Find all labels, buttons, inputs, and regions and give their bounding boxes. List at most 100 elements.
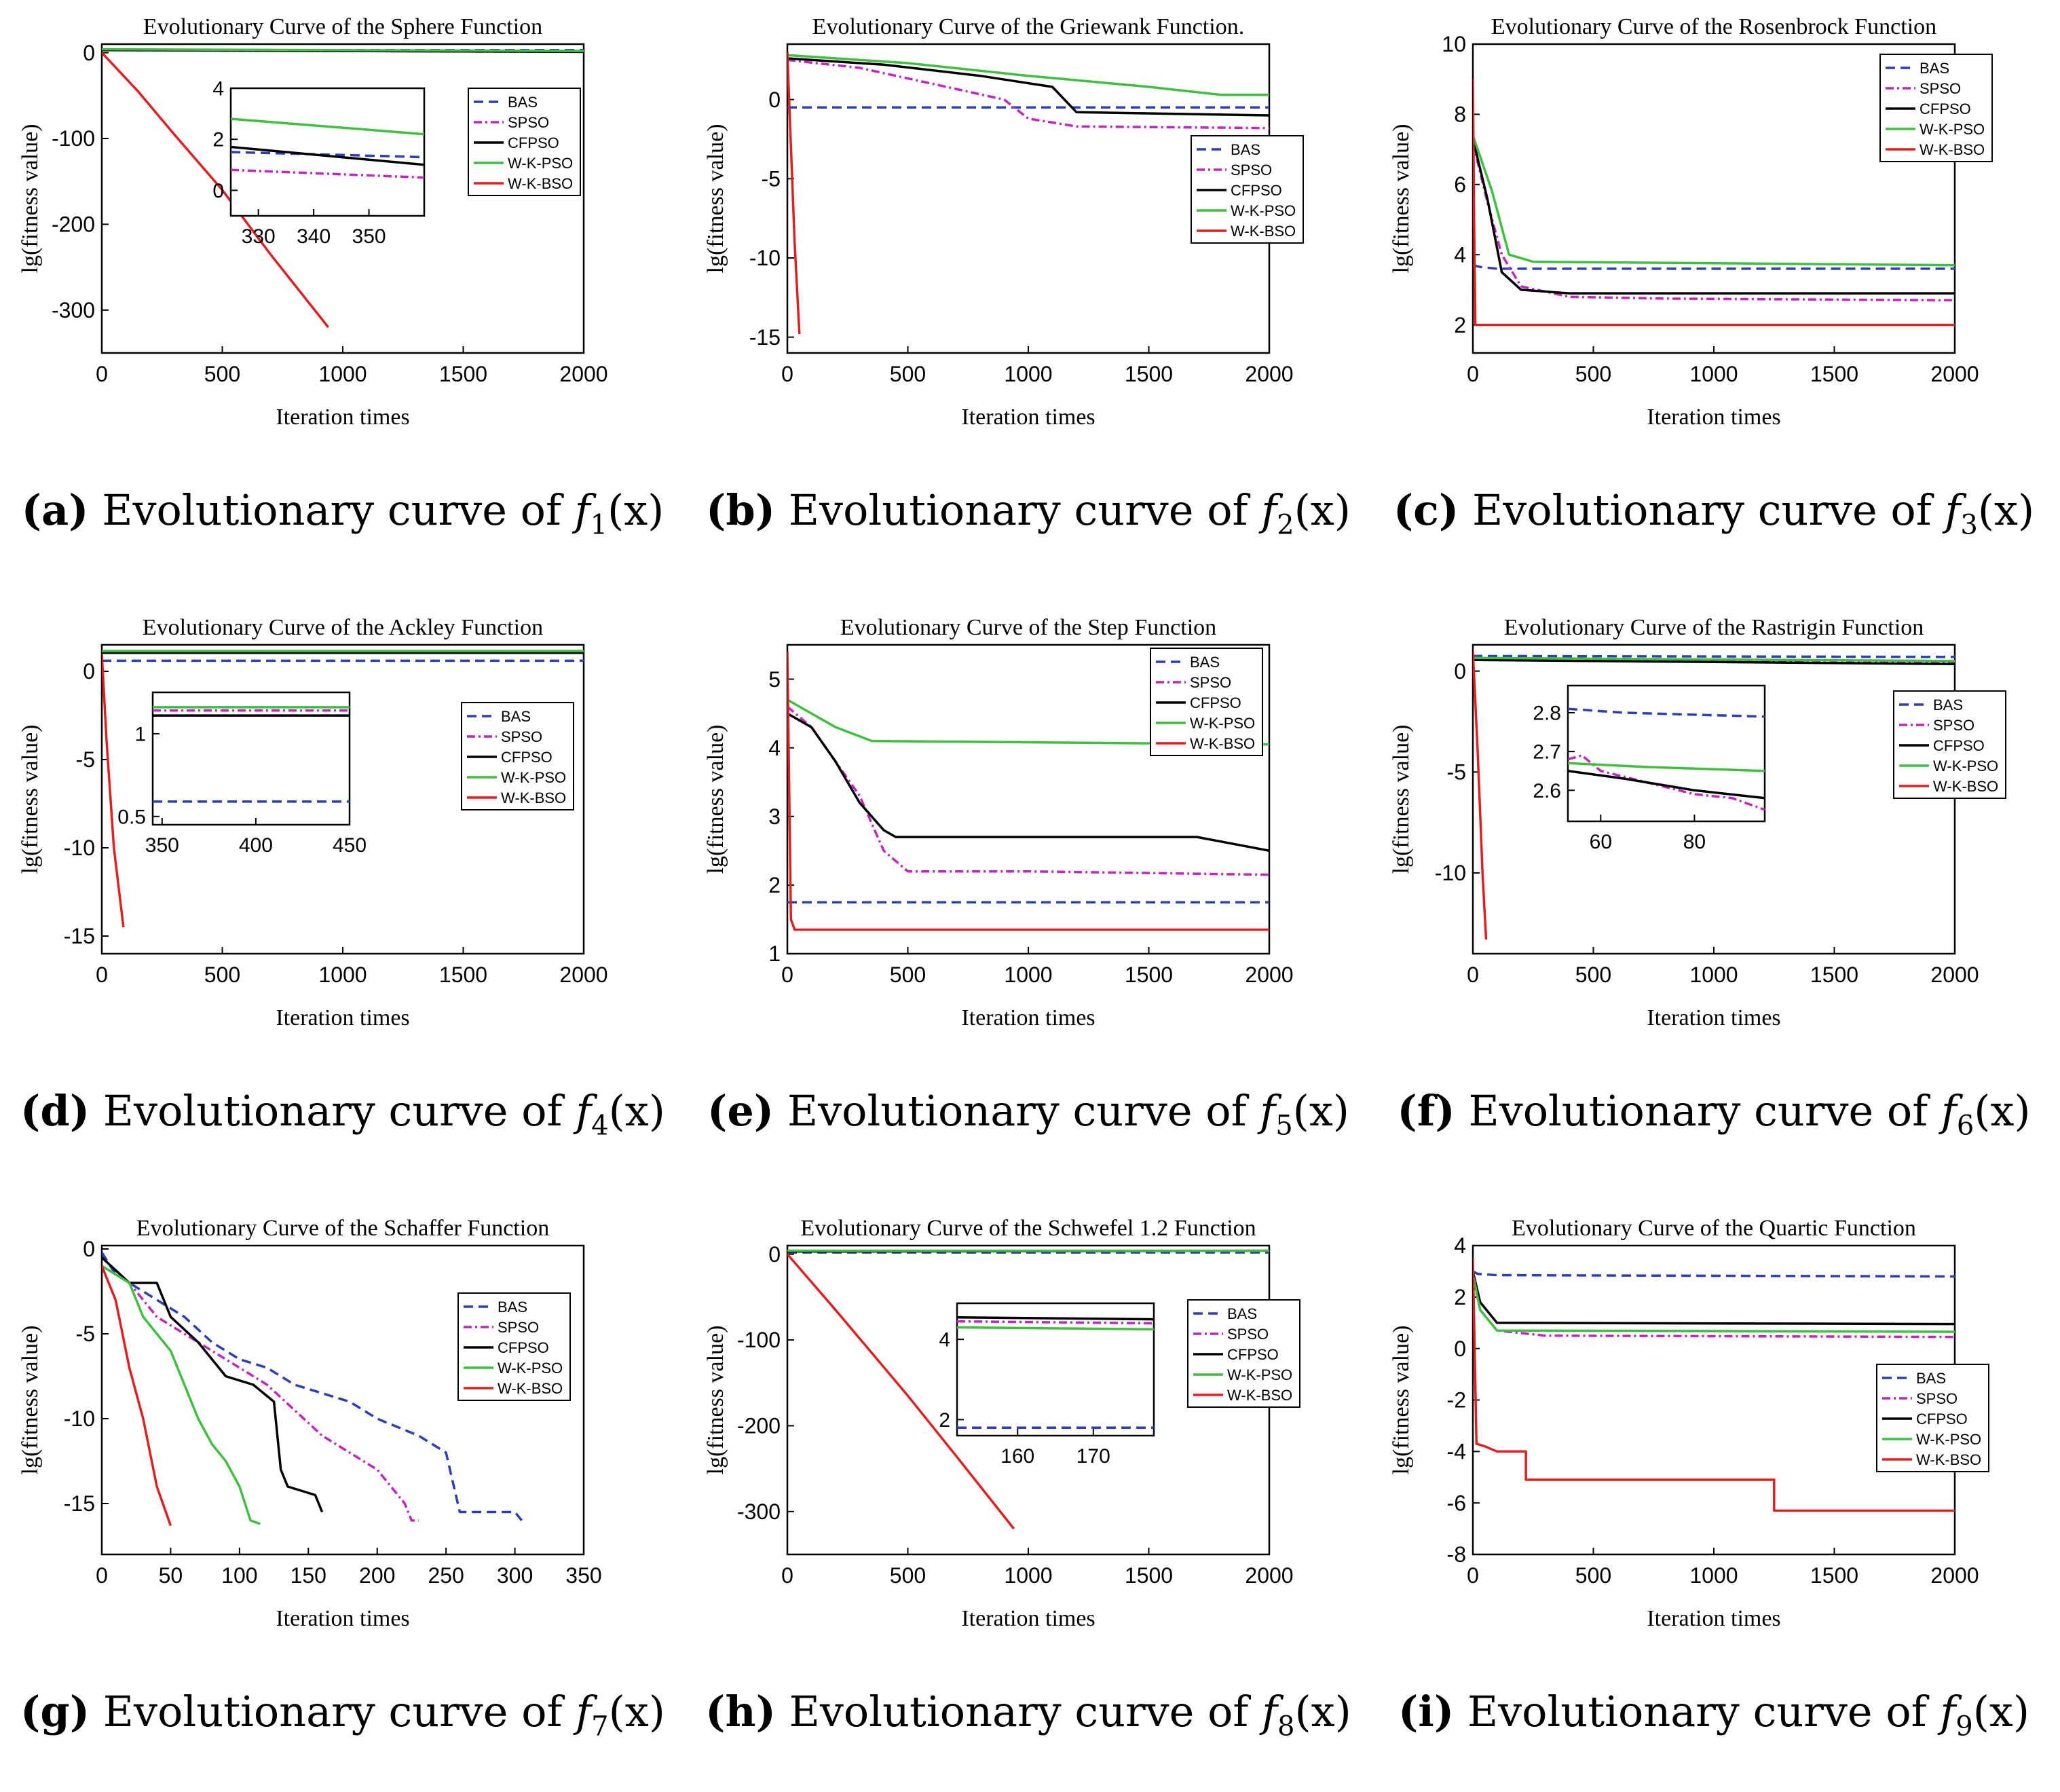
x-axis-label: Iteration times	[276, 405, 409, 430]
legend-label: SPSO	[498, 1319, 539, 1336]
y-tick-label: 0	[83, 41, 95, 65]
x-tick-label: 2000	[1245, 362, 1293, 386]
y-tick-label: 4	[1454, 242, 1466, 267]
series-cfpso	[102, 1256, 324, 1513]
legend-label: SPSO	[1231, 162, 1272, 179]
x-tick-label: 500	[204, 362, 240, 386]
x-tick-label: 500	[890, 963, 926, 987]
legend-label: W-K-BSO	[1933, 778, 1998, 795]
series-group	[102, 650, 584, 928]
chart-a: Evolutionary Curve of the Sphere Functio…	[18, 14, 608, 430]
legend-label: W-K-BSO	[1231, 223, 1296, 240]
x-tick-label: 1000	[318, 362, 367, 386]
legend-label: W-K-BSO	[1190, 735, 1255, 752]
inset-series-w-k-pso	[231, 117, 424, 136]
caption-a: (a) Evolutionary curve of f1(x)	[21, 485, 664, 541]
x-tick-label: 0	[1467, 963, 1479, 987]
series-group	[1473, 650, 1955, 940]
series-group	[1473, 1258, 1955, 1512]
legend-label: BAS	[1190, 654, 1220, 671]
legend-label: W-K-BSO	[508, 175, 573, 192]
y-tick-label: -200	[737, 1414, 781, 1438]
legend-label: BAS	[1227, 1305, 1257, 1322]
legend-label: SPSO	[1916, 1390, 1958, 1407]
series-w-k-pso	[787, 698, 1269, 746]
legend-label: BAS	[1919, 60, 1949, 77]
x-tick-label: 300	[497, 1563, 533, 1588]
series-group	[102, 1252, 523, 1527]
series-w-k-bso	[1473, 79, 1955, 326]
legend-label: SPSO	[1933, 717, 1974, 734]
y-tick-label: -100	[52, 126, 95, 151]
chart-h: Evolutionary Curve of the Schwefel 1.2 F…	[703, 1216, 1300, 1631]
y-tick-label: -5	[76, 1322, 95, 1346]
y-tick-label: 4	[768, 736, 781, 760]
inset-series-group	[957, 1315, 1154, 1429]
panel-a: Evolutionary Curve of the Sphere Functio…	[0, 0, 686, 591]
legend-label: SPSO	[1190, 674, 1231, 691]
legend-label: W-K-PSO	[1231, 202, 1296, 219]
x-tick-label: 0	[1467, 362, 1479, 386]
x-tick-label: 2000	[1245, 963, 1293, 987]
y-tick-label: -2	[1447, 1388, 1466, 1413]
caption-i: (i) Evolutionary curve of f9(x)	[1398, 1687, 2030, 1742]
series-w-k-pso	[1473, 134, 1955, 267]
panel-f: Evolutionary Curve of the Rastrigin Func…	[1371, 601, 2057, 1191]
chart-title: Evolutionary Curve of the Sphere Functio…	[143, 14, 542, 39]
x-tick-label: 500	[1575, 963, 1611, 987]
x-tick-label: 500	[1575, 362, 1611, 386]
caption-f: (f) Evolutionary curve of f6(x)	[1397, 1086, 2031, 1142]
panel-h: Evolutionary Curve of the Schwefel 1.2 F…	[686, 1201, 1371, 1792]
legend-label: W-K-BSO	[1227, 1387, 1292, 1404]
inset-x-tick-label: 400	[239, 834, 273, 857]
inset-y-tick-label: 2	[939, 1409, 950, 1432]
inset-series-group	[1568, 707, 1765, 811]
x-axis-label: Iteration times	[961, 405, 1095, 430]
y-tick-label: -6	[1447, 1491, 1466, 1515]
inset-series-w-k-pso	[1568, 762, 1765, 772]
y-tick-label: 10	[1442, 32, 1466, 56]
inset-y-tick-label: 0.5	[117, 806, 146, 828]
legend-label: W-K-PSO	[1933, 758, 1998, 774]
y-tick-label: -10	[1435, 861, 1466, 885]
y-axis-label: lg(fitness value)	[1389, 725, 1414, 874]
inset-y-tick-label: 2.6	[1533, 780, 1561, 802]
x-tick-label: 1500	[1810, 1563, 1858, 1588]
legend-label: BAS	[498, 1299, 527, 1315]
x-axis-label: Iteration times	[276, 1005, 409, 1030]
series-group	[102, 48, 584, 329]
legend-label: BAS	[1231, 141, 1260, 158]
series-w-k-pso	[102, 48, 584, 52]
legend-label: CFPSO	[1231, 182, 1282, 199]
series-w-k-bso	[787, 1253, 1015, 1530]
x-tick-label: 1500	[439, 362, 487, 386]
inset-y-tick-label: 1	[134, 723, 146, 745]
x-tick-label: 1000	[1689, 362, 1738, 386]
chart-f: Evolutionary Curve of the Rastrigin Func…	[1389, 615, 2006, 1030]
y-tick-label: -10	[749, 246, 781, 270]
legend-label: W-K-BSO	[1919, 141, 1985, 158]
y-tick-label: -300	[737, 1499, 781, 1524]
y-tick-label: 0	[768, 88, 781, 112]
y-tick-label: 0	[1454, 1337, 1466, 1361]
inset-y-tick-label: 2.7	[1533, 741, 1561, 764]
legend-label: W-K-PSO	[1227, 1366, 1292, 1383]
x-tick-label: 100	[221, 1563, 257, 1588]
series-group	[1473, 79, 1955, 326]
y-tick-label: 0	[83, 659, 95, 684]
x-tick-label: 1000	[1004, 1563, 1052, 1588]
y-axis-label: lg(fitness value)	[18, 725, 43, 874]
x-tick-label: 0	[96, 362, 108, 386]
inset-x-tick-label: 170	[1076, 1445, 1110, 1468]
inset-y-tick-label: 4	[212, 78, 224, 100]
inset-series-group	[231, 117, 424, 179]
x-tick-label: 0	[1467, 1563, 1479, 1588]
chart-title: Evolutionary Curve of the Ackley Functio…	[143, 615, 543, 640]
x-tick-label: 1000	[1689, 1563, 1738, 1588]
y-tick-label: -15	[64, 1491, 95, 1516]
inset-frame	[956, 1302, 1155, 1437]
legend-label: CFPSO	[1916, 1411, 1968, 1427]
chart-title: Evolutionary Curve of the Rastrigin Func…	[1504, 615, 1924, 640]
inset-frame	[1567, 684, 1766, 823]
